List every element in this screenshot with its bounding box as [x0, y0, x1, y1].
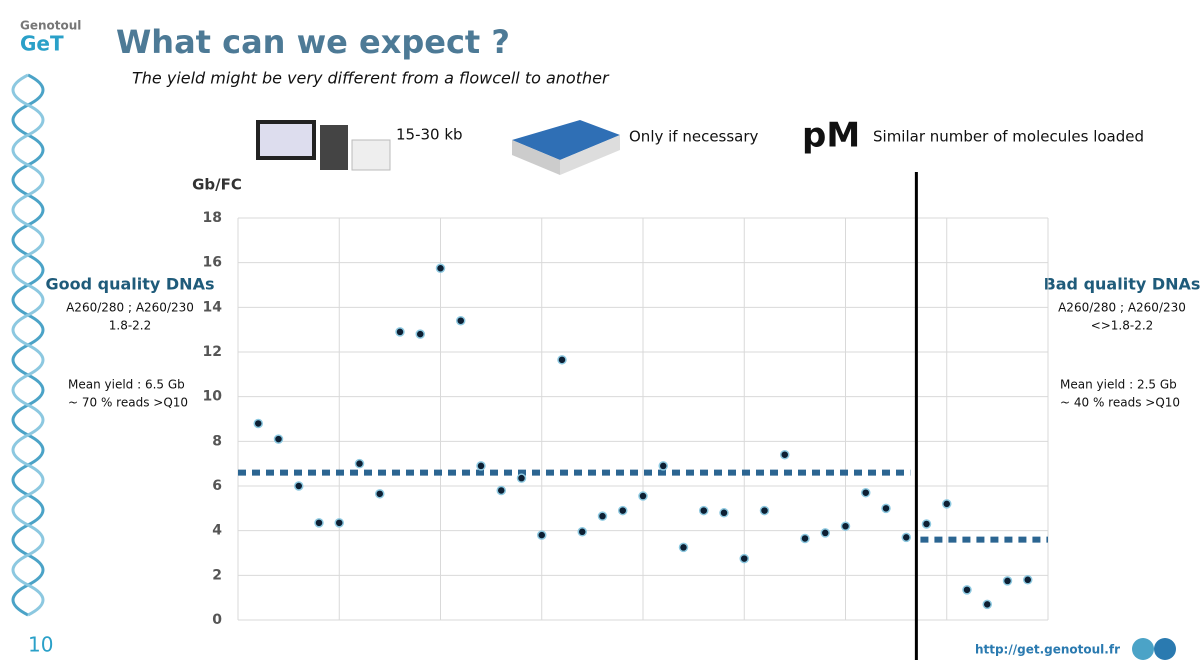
panel-text: A260/280 ; A260/230 — [66, 301, 194, 315]
y-tick-label: 8 — [212, 433, 222, 449]
brand-top: Genotoul — [20, 19, 81, 33]
y-axis-label: Gb/FC — [192, 176, 242, 194]
y-tick-label: 10 — [203, 389, 223, 405]
brand: GeT — [20, 32, 64, 56]
point — [962, 585, 972, 595]
point — [699, 505, 709, 516]
icon-label: Only if necessary — [629, 128, 759, 146]
point — [861, 487, 871, 498]
point — [415, 329, 425, 339]
point — [577, 527, 587, 537]
y-tick-label: 0 — [212, 612, 222, 628]
panel-text: ~ 70 % reads >Q10 — [68, 396, 188, 410]
panel-text: Mean yield : 2.5 Gb — [1060, 378, 1177, 392]
point — [314, 518, 324, 528]
point — [456, 315, 466, 326]
point — [253, 418, 263, 429]
point — [901, 532, 911, 543]
point — [658, 461, 668, 471]
panel-text: Mean yield : 6.5 Gb — [68, 378, 185, 392]
point — [597, 511, 608, 521]
subtitle: The yield might be very different from a… — [132, 69, 610, 88]
panel-text: <>1.8-2.2 — [1091, 319, 1154, 333]
point — [780, 449, 790, 460]
point — [516, 473, 527, 483]
point — [719, 508, 729, 518]
point — [334, 518, 344, 528]
point — [395, 327, 405, 337]
y-tick-label: 4 — [212, 523, 222, 539]
point — [800, 533, 810, 544]
point — [354, 458, 365, 469]
point — [435, 263, 446, 273]
point — [476, 461, 486, 471]
point — [942, 499, 952, 509]
y-tick-label: 2 — [212, 567, 222, 583]
point — [982, 599, 992, 610]
plot: 0 2 4 6 8 10 12 14 16 18 — [203, 172, 1049, 660]
title: What can we expect ? — [116, 23, 510, 61]
y-tick-label: 12 — [203, 344, 222, 360]
page-number: 10 — [28, 633, 53, 657]
point — [921, 519, 932, 529]
url: http://get.genotoul.fr — [975, 643, 1120, 657]
point — [375, 489, 385, 499]
icon-label: 15-30 kb — [396, 126, 463, 144]
y-tick-label: 14 — [203, 299, 223, 315]
point — [273, 434, 284, 444]
point — [638, 491, 648, 501]
panel-text: 1.8-2.2 — [109, 319, 152, 333]
point — [820, 528, 830, 538]
point — [496, 485, 506, 496]
pm-symbol: pM — [802, 116, 860, 156]
panel-title: Bad quality DNAs — [1044, 275, 1200, 294]
icon-label: Similar number of molecules loaded — [873, 128, 1144, 146]
panel-text: A260/280 ; A260/230 — [1058, 301, 1186, 315]
y-tick-label: 6 — [212, 478, 222, 494]
point — [1002, 576, 1013, 586]
point — [840, 521, 851, 531]
point — [294, 481, 304, 491]
y-tick-label: 18 — [203, 210, 222, 226]
panel-title: Good quality DNAs — [46, 275, 215, 294]
y-tick-label: 16 — [203, 255, 222, 271]
point — [557, 355, 567, 365]
point — [618, 505, 628, 516]
point — [678, 542, 689, 553]
point — [1023, 575, 1033, 585]
dna-helix — [11, 73, 45, 617]
logo — [1132, 638, 1176, 660]
point — [537, 530, 547, 540]
point — [739, 553, 749, 564]
device-icon — [512, 120, 620, 175]
point — [759, 505, 770, 516]
panel-text: ~ 40 % reads >Q10 — [1060, 396, 1180, 410]
instrument-icon — [256, 120, 391, 171]
point — [881, 503, 891, 514]
